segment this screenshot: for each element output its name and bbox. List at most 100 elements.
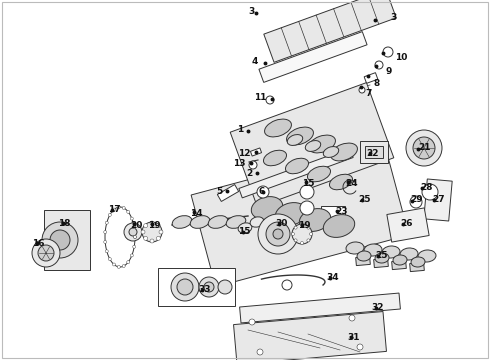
- Polygon shape: [234, 311, 387, 360]
- Circle shape: [349, 315, 355, 321]
- Circle shape: [142, 222, 162, 242]
- Text: 24: 24: [345, 179, 358, 188]
- Circle shape: [108, 257, 111, 261]
- Circle shape: [422, 184, 438, 200]
- Text: 32: 32: [371, 303, 384, 312]
- Circle shape: [127, 261, 130, 264]
- Ellipse shape: [364, 244, 382, 256]
- Ellipse shape: [190, 216, 210, 228]
- Circle shape: [359, 87, 365, 93]
- Circle shape: [133, 226, 136, 229]
- Text: 13: 13: [234, 159, 246, 168]
- Text: 15: 15: [238, 228, 250, 237]
- Text: 22: 22: [366, 148, 378, 158]
- Polygon shape: [259, 32, 367, 82]
- Text: 18: 18: [58, 220, 71, 229]
- Circle shape: [156, 237, 160, 240]
- Circle shape: [257, 186, 269, 198]
- Circle shape: [38, 245, 54, 261]
- Text: 4: 4: [252, 58, 258, 67]
- Text: 2: 2: [246, 170, 252, 179]
- Circle shape: [273, 229, 283, 239]
- Polygon shape: [364, 73, 378, 84]
- Text: 15: 15: [302, 179, 315, 188]
- Text: 14: 14: [190, 208, 203, 217]
- Ellipse shape: [287, 127, 314, 145]
- Circle shape: [104, 230, 107, 234]
- Text: 11: 11: [254, 93, 267, 102]
- Text: 25: 25: [375, 252, 388, 261]
- Ellipse shape: [393, 255, 407, 265]
- Circle shape: [159, 230, 163, 234]
- Text: 5: 5: [216, 188, 222, 197]
- Circle shape: [117, 265, 120, 269]
- Circle shape: [177, 279, 193, 295]
- Text: 25: 25: [358, 195, 370, 204]
- Polygon shape: [240, 293, 400, 323]
- Circle shape: [130, 217, 133, 220]
- Ellipse shape: [299, 208, 331, 231]
- Polygon shape: [218, 185, 239, 202]
- Circle shape: [300, 185, 314, 199]
- Circle shape: [294, 239, 297, 242]
- Text: 19: 19: [298, 221, 311, 230]
- Text: 8: 8: [373, 78, 379, 87]
- Circle shape: [105, 250, 108, 253]
- Ellipse shape: [331, 143, 357, 161]
- Text: 29: 29: [410, 195, 423, 204]
- Text: 31: 31: [347, 333, 360, 342]
- Text: 33: 33: [198, 285, 211, 294]
- Text: 28: 28: [420, 184, 433, 193]
- Ellipse shape: [250, 217, 264, 227]
- Text: 19: 19: [148, 220, 161, 230]
- Circle shape: [294, 226, 297, 229]
- Ellipse shape: [323, 215, 355, 237]
- Circle shape: [124, 223, 142, 241]
- Circle shape: [171, 273, 199, 301]
- Polygon shape: [264, 0, 396, 62]
- Polygon shape: [374, 258, 388, 267]
- Ellipse shape: [208, 216, 228, 228]
- Circle shape: [144, 224, 147, 228]
- Circle shape: [300, 242, 303, 244]
- Ellipse shape: [275, 203, 307, 225]
- Circle shape: [50, 230, 70, 250]
- Circle shape: [383, 47, 393, 57]
- Circle shape: [129, 228, 137, 236]
- Text: 7: 7: [365, 89, 371, 98]
- Ellipse shape: [309, 135, 336, 153]
- Ellipse shape: [307, 166, 331, 182]
- Circle shape: [258, 214, 298, 254]
- Circle shape: [105, 221, 108, 224]
- Circle shape: [150, 221, 154, 225]
- Circle shape: [375, 61, 383, 69]
- Ellipse shape: [226, 216, 246, 228]
- Ellipse shape: [346, 242, 364, 254]
- Text: 30: 30: [275, 219, 287, 228]
- Text: 26: 26: [400, 220, 413, 229]
- Text: 3: 3: [390, 13, 396, 22]
- Circle shape: [249, 319, 255, 325]
- Text: 27: 27: [432, 195, 444, 204]
- Ellipse shape: [418, 250, 436, 262]
- Ellipse shape: [265, 119, 292, 137]
- Ellipse shape: [238, 223, 252, 233]
- Circle shape: [117, 206, 120, 208]
- Circle shape: [266, 96, 274, 104]
- Polygon shape: [191, 143, 409, 287]
- Circle shape: [266, 222, 290, 246]
- Polygon shape: [360, 141, 388, 163]
- Circle shape: [113, 208, 116, 211]
- Circle shape: [144, 237, 147, 240]
- Circle shape: [300, 224, 303, 226]
- Text: 17: 17: [108, 206, 121, 215]
- Text: 21: 21: [418, 144, 431, 153]
- Text: 9: 9: [385, 68, 392, 77]
- Ellipse shape: [264, 150, 287, 166]
- Polygon shape: [387, 208, 429, 242]
- Circle shape: [122, 265, 125, 267]
- Text: 34: 34: [326, 274, 339, 283]
- Ellipse shape: [323, 147, 339, 157]
- Polygon shape: [230, 82, 394, 207]
- Polygon shape: [356, 256, 370, 266]
